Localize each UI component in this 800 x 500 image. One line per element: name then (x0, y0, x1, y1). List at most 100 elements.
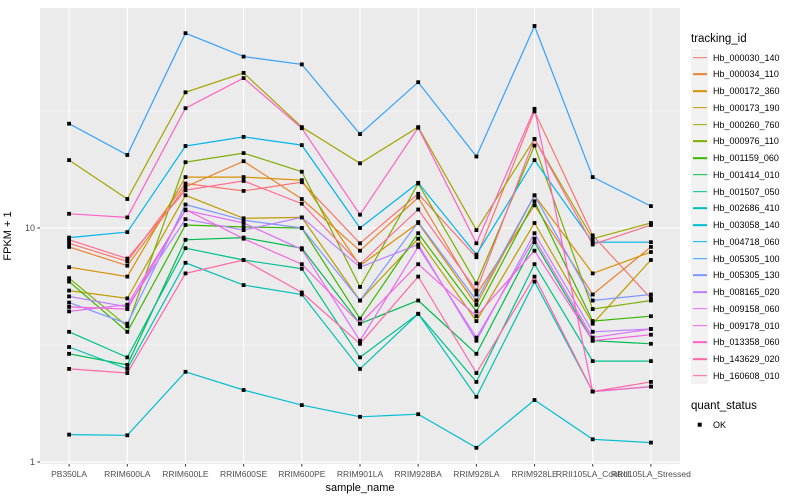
data-point-marker (299, 126, 304, 131)
data-point-marker (125, 305, 130, 309)
data-point-marker (532, 158, 537, 162)
data-point-marker (241, 151, 246, 155)
data-point-marker (241, 135, 246, 139)
x-tick-label: RRIM600SE (220, 469, 268, 479)
data-point-marker (67, 294, 71, 299)
data-point-marker (532, 221, 537, 225)
data-point-marker (67, 211, 71, 216)
data-point-marker (241, 225, 246, 229)
data-point-marker (299, 247, 304, 252)
legend-item-label: Hb_001159_060 (713, 153, 779, 163)
data-point-marker (532, 203, 537, 208)
legend-key-line-icon (691, 216, 708, 234)
legend-key-line-icon (691, 49, 708, 66)
data-point-marker (183, 271, 188, 276)
data-point-marker (183, 144, 188, 148)
data-point-marker (649, 296, 653, 301)
data-point-marker (299, 266, 304, 271)
data-point-marker (474, 338, 479, 343)
legend-item-label: Hb_005305_100 (713, 253, 780, 264)
data-point-marker (474, 309, 479, 314)
data-point-marker (474, 351, 479, 356)
data-point-marker (590, 271, 595, 276)
legend-item: Hb_003058_140 (691, 216, 780, 234)
data-point-marker (183, 369, 188, 374)
legend-title-tracking-id: tracking_id (691, 33, 747, 45)
data-point-marker (67, 351, 71, 356)
data-point-marker (532, 231, 537, 236)
legend-key-line-icon (691, 350, 708, 368)
data-point-marker (358, 414, 362, 419)
legend-item: Hb_013358_060 (691, 333, 780, 351)
legend-title-quant-status: quant_status (691, 400, 757, 412)
data-point-marker (649, 221, 653, 225)
data-point-marker (590, 319, 595, 323)
data-point-marker (474, 288, 479, 293)
data-point-marker (358, 262, 362, 267)
legend-item-label: Hb_001414_010 (713, 169, 780, 180)
data-point-marker (241, 159, 246, 164)
data-point-marker (125, 302, 130, 307)
legend-key-line-icon (691, 233, 708, 251)
data-point-marker (125, 355, 130, 360)
legend-item-label: Hb_013358_060 (713, 337, 780, 348)
legend-item-label: OK (713, 419, 727, 430)
data-point-marker (649, 292, 653, 297)
legend-key-line-icon (691, 149, 708, 167)
data-point-marker (183, 193, 188, 198)
legend-item: Hb_001414_010 (691, 166, 780, 184)
data-point-marker (358, 161, 362, 166)
legend-item-label: Hb_005305_130 (713, 270, 780, 281)
data-point-marker (125, 274, 130, 279)
data-point-marker (474, 252, 479, 257)
data-point-marker (125, 153, 130, 157)
data-point-marker (241, 76, 246, 80)
legend-key-line-icon (691, 367, 708, 385)
data-point-marker (649, 204, 653, 208)
legend-item-label: Hb_002686_410 (713, 203, 780, 214)
data-point-marker (358, 241, 362, 246)
data-point-marker (532, 24, 537, 28)
data-point-marker (649, 384, 653, 389)
data-point-marker (241, 189, 246, 193)
data-point-marker (358, 338, 362, 343)
data-point-marker (358, 248, 362, 253)
legend-item: Hb_005305_100 (691, 250, 780, 267)
legend-item: Hb_000260_760 (691, 116, 780, 133)
legend-key-line-icon (691, 333, 708, 351)
data-point-marker (299, 178, 304, 183)
data-point-marker (299, 197, 304, 201)
data-point-marker (358, 341, 362, 346)
data-point-marker (67, 367, 71, 371)
data-point-marker (590, 389, 595, 394)
data-point-marker (358, 316, 362, 321)
data-point-marker (416, 220, 421, 224)
data-point-marker (241, 258, 246, 262)
data-point-marker (183, 202, 188, 207)
data-point-marker (416, 191, 421, 196)
data-point-marker (183, 160, 188, 165)
data-point-marker (67, 245, 71, 249)
data-point-marker (183, 106, 188, 111)
data-point-marker (590, 298, 595, 303)
data-point-marker (649, 341, 653, 346)
legend-item: Hb_009158_060 (691, 300, 780, 318)
x-tick-label: RRIM928LA (453, 469, 500, 479)
legend-item: Hb_000030_140 (691, 49, 780, 66)
data-point-marker (183, 260, 188, 265)
data-point-marker (241, 179, 246, 183)
data-point-marker (241, 54, 246, 59)
data-point-marker (358, 355, 362, 360)
x-tick-label: RRIM901LA (336, 469, 384, 479)
data-point-marker (649, 440, 653, 445)
legend-item-label: Hb_008165_020 (713, 287, 780, 297)
data-point-marker (474, 302, 479, 307)
data-point-marker (649, 223, 653, 227)
data-point-marker (474, 314, 479, 319)
data-point-marker (416, 245, 421, 249)
legend-item-label: Hb_009158_060 (713, 303, 780, 314)
data-point-marker (241, 216, 246, 221)
data-point-marker (649, 380, 653, 384)
